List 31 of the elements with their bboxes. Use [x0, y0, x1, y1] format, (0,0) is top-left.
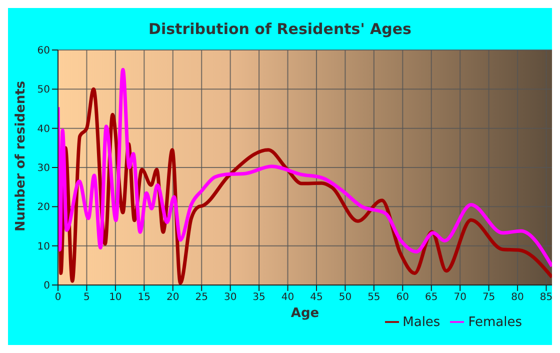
y-tick-label: 0	[44, 280, 50, 292]
x-tick-label: 65	[425, 292, 438, 304]
x-tick-label: 85	[540, 292, 553, 304]
x-tick-label: 50	[338, 292, 352, 304]
x-tick-label: 60	[396, 292, 410, 304]
x-tick-label: 15	[138, 292, 151, 304]
x-tick-label: 80	[511, 292, 524, 304]
y-tick-label: 40	[37, 124, 50, 135]
y-tick-label: 50	[37, 84, 50, 96]
x-tick-label: 35	[252, 292, 266, 304]
line-series	[58, 68, 552, 268]
x-axis-title: Age	[290, 306, 320, 321]
y-tick-label: 60	[37, 46, 50, 57]
x-tick-label: 75	[482, 292, 496, 304]
y-tick-label: 30	[37, 163, 50, 174]
y-axis-title: Number of residents	[14, 80, 29, 232]
legend-label: Females	[468, 315, 522, 330]
x-tick-label: 20	[166, 292, 180, 304]
chart-title: Distribution of Residents' Ages	[148, 20, 412, 38]
x-tick-label: 10	[109, 292, 122, 304]
x-tick-label: 55	[368, 292, 380, 304]
x-tick-label: 70	[454, 292, 466, 304]
x-tick-label: 5	[84, 292, 90, 304]
x-tick-label: 45	[310, 292, 323, 304]
x-tick-label: 0	[54, 292, 62, 304]
y-tick-label: 10	[37, 241, 50, 252]
x-tick-label: 40	[281, 292, 294, 304]
y-tick-label: 20	[37, 202, 50, 214]
x-tick-label: 25	[195, 292, 208, 304]
legend-label: Males	[402, 315, 440, 330]
x-tick-label: 30	[224, 292, 237, 304]
